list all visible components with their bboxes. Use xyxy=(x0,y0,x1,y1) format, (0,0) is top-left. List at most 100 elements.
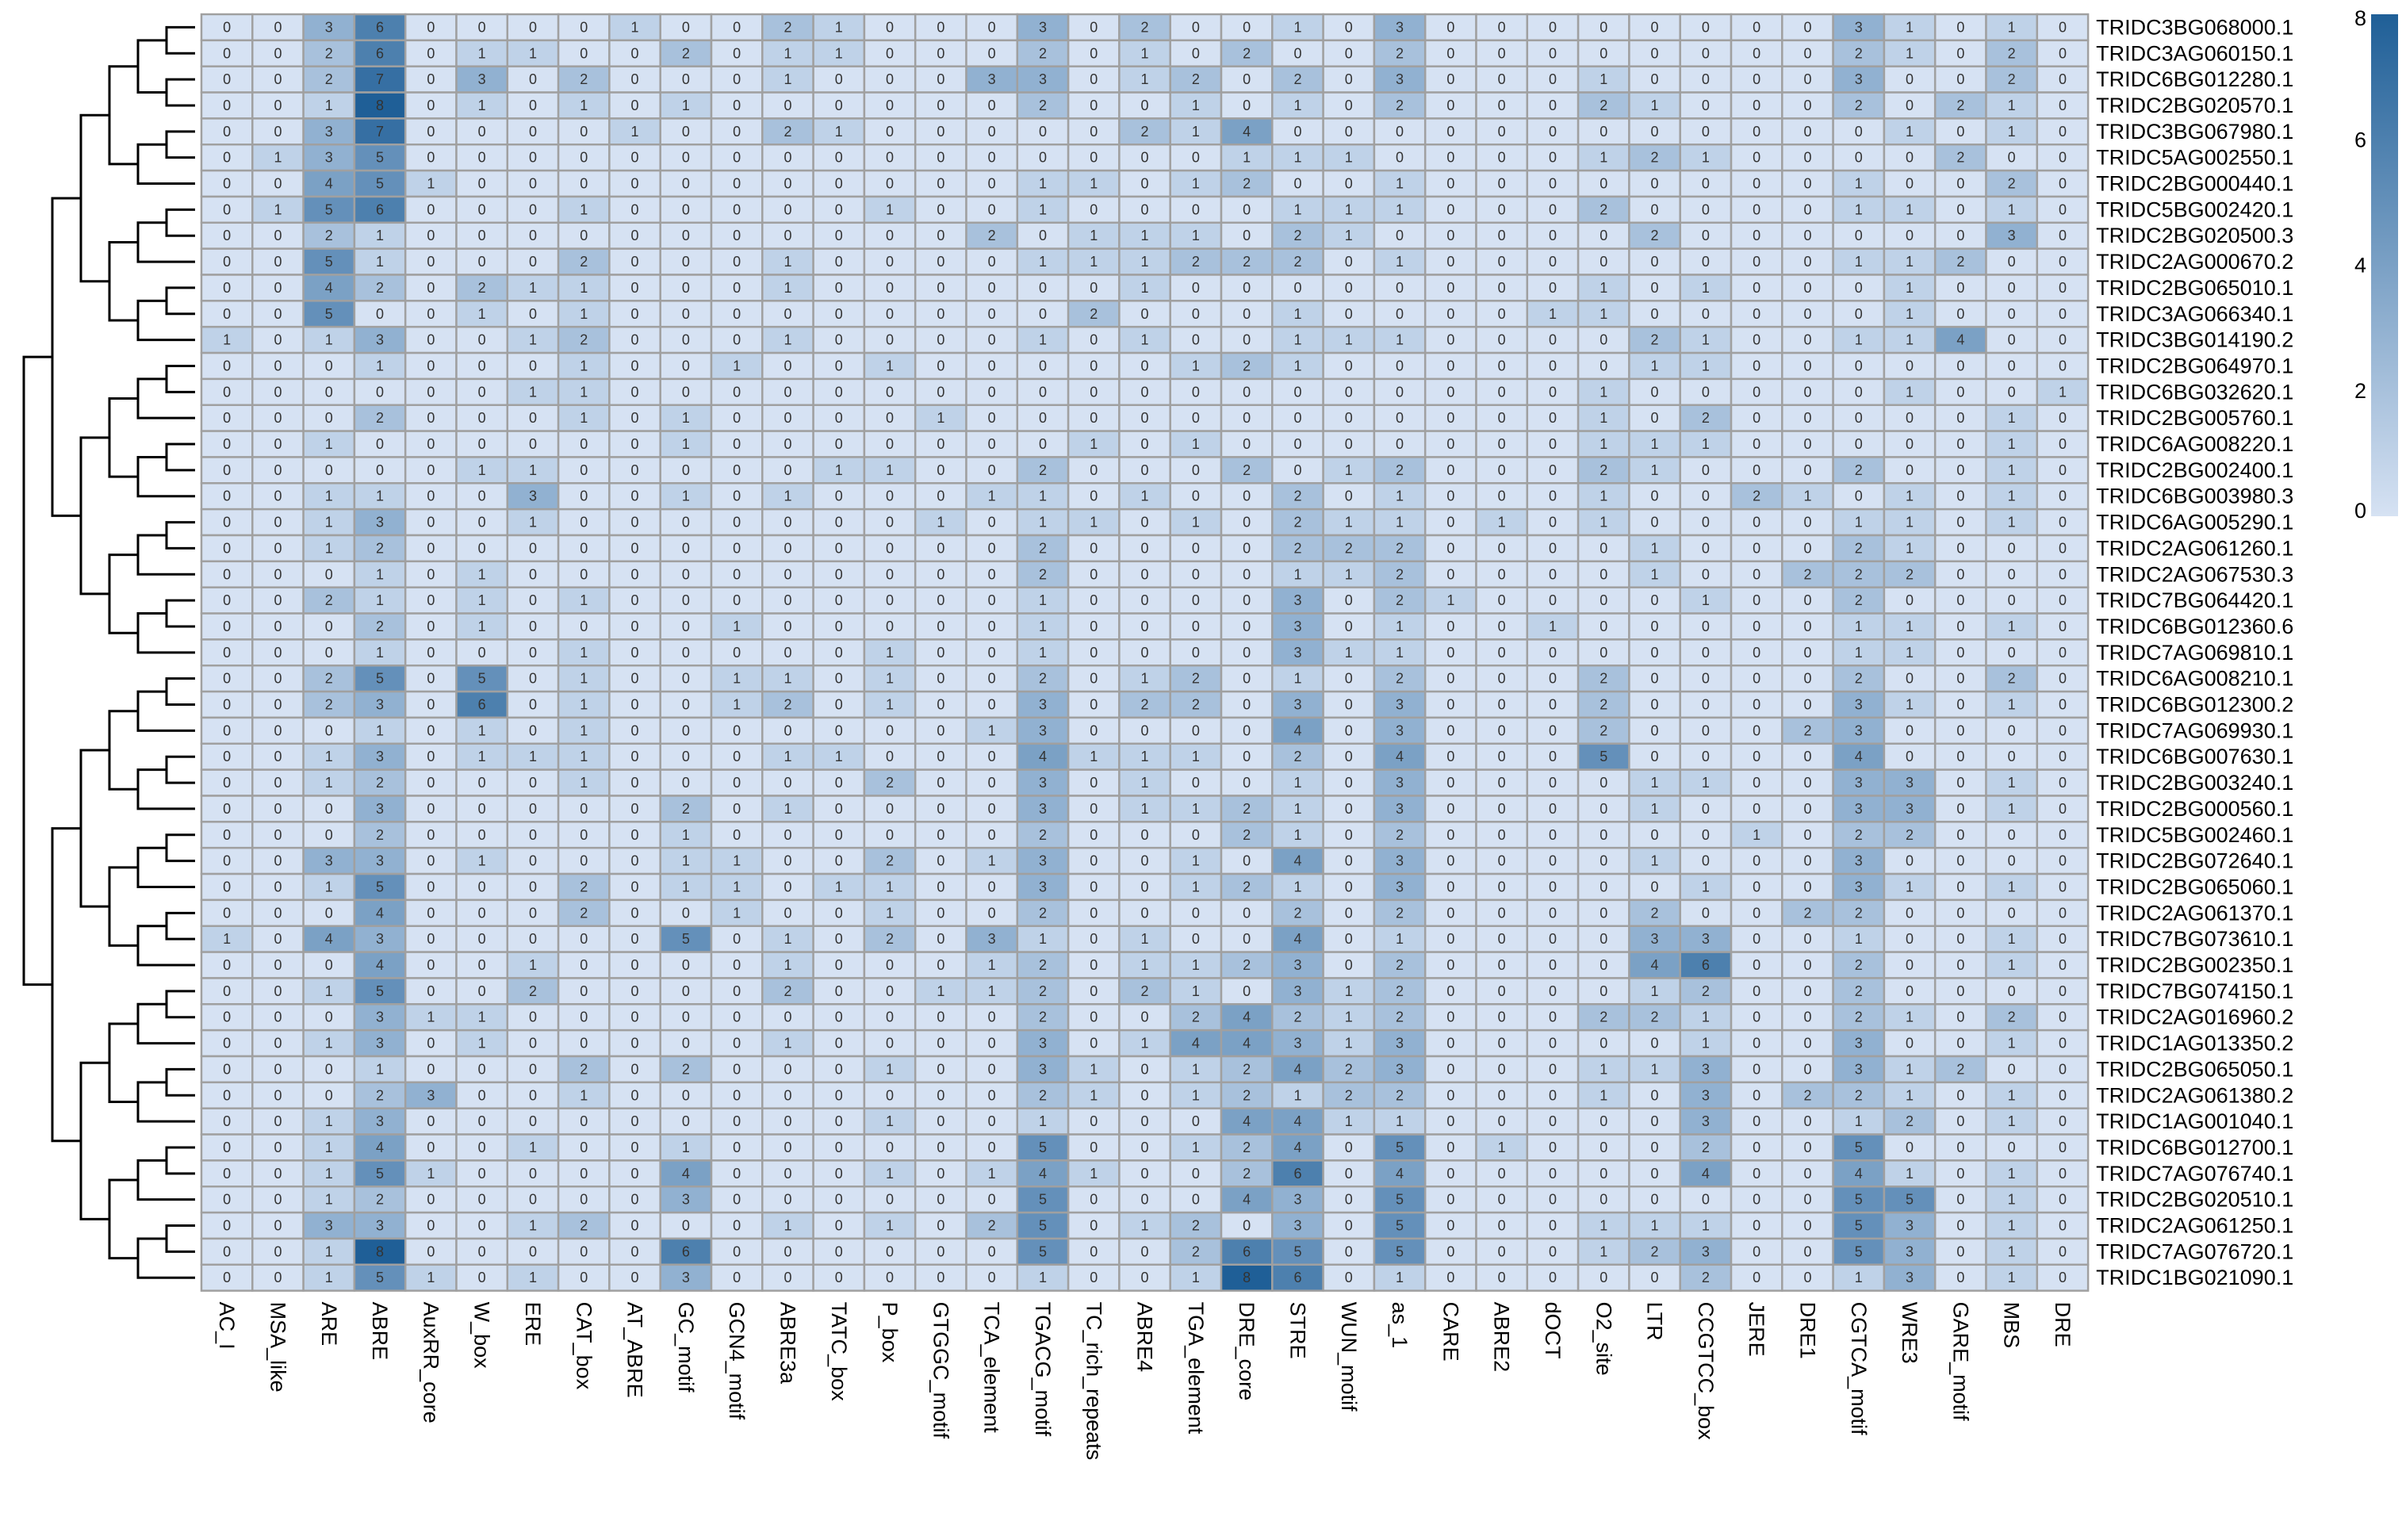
heatmap-cell xyxy=(1730,91,1783,120)
heatmap-cell xyxy=(1067,612,1121,641)
cell-value: 0 xyxy=(886,228,894,243)
cell-value: 4 xyxy=(376,957,384,973)
cell-value: 0 xyxy=(1141,827,1149,843)
cell-value: 0 xyxy=(1396,124,1404,140)
cell-value: 0 xyxy=(1549,1218,1557,1234)
cell-value: 3 xyxy=(1651,931,1659,947)
cell-value: 0 xyxy=(631,957,639,973)
heatmap-cell xyxy=(863,13,917,42)
cell-value: 1 xyxy=(580,645,588,661)
dendrogram-branch xyxy=(165,677,195,707)
cell-value: 1 xyxy=(325,879,333,895)
cell-value: 0 xyxy=(1600,879,1607,895)
cell-value: 0 xyxy=(1600,358,1607,374)
cell-value: 1 xyxy=(1039,488,1047,504)
cell-value: 0 xyxy=(937,1243,944,1259)
heatmap-cell xyxy=(608,508,661,537)
cell-value: 0 xyxy=(1956,1140,1964,1155)
cell-value: 1 xyxy=(1141,332,1149,348)
heatmap-cell xyxy=(1832,768,1886,797)
cell-value: 0 xyxy=(1345,879,1353,895)
cell-value: 0 xyxy=(1141,1270,1149,1285)
heatmap-cell xyxy=(251,247,305,276)
cell-value: 0 xyxy=(1855,488,1863,504)
cell-value: 2 xyxy=(1396,1087,1404,1103)
heatmap-cell xyxy=(1118,221,1171,250)
cell-value: 1 xyxy=(580,306,588,322)
cell-value: 0 xyxy=(2008,722,2016,738)
cell-value: 4 xyxy=(1855,749,1863,764)
cell-value: 0 xyxy=(580,1270,588,1285)
heatmap-cell xyxy=(200,560,254,588)
heatmap-cell xyxy=(251,377,305,406)
cell-value: 0 xyxy=(1803,306,1811,322)
cell-value: 0 xyxy=(1956,645,1964,661)
heatmap-cell xyxy=(965,144,1019,172)
cell-value: 0 xyxy=(631,853,639,869)
cell-value: 0 xyxy=(1243,722,1251,738)
heatmap-cell xyxy=(812,482,866,511)
cell-value: 0 xyxy=(886,436,894,452)
cell-value: 5 xyxy=(1396,1218,1404,1234)
heatmap-cell xyxy=(404,91,458,120)
cell-value: 0 xyxy=(988,540,996,556)
cell-value: 0 xyxy=(1446,254,1454,270)
cell-value: 0 xyxy=(1702,722,1710,738)
cell-value: 1 xyxy=(1293,358,1301,374)
cell-value: 0 xyxy=(1906,71,1914,87)
cell-value: 0 xyxy=(835,254,843,270)
row-label: TRIDC1AG013350.2 xyxy=(2096,1032,2293,1055)
cell-value: 1 xyxy=(1906,645,1914,661)
cell-value: 0 xyxy=(1498,619,1506,634)
cell-value: 0 xyxy=(2059,905,2067,921)
cell-value: 1 xyxy=(1396,332,1404,348)
cell-value: 0 xyxy=(2008,749,2016,764)
cell-value: 1 xyxy=(2008,436,2016,452)
heatmap-cell xyxy=(1373,117,1427,146)
cell-value: 0 xyxy=(427,645,435,661)
heatmap-cell xyxy=(2036,716,2090,745)
cell-value: 1 xyxy=(1345,228,1353,243)
cell-value: 0 xyxy=(1498,462,1506,478)
cell-value: 4 xyxy=(1243,1192,1251,1208)
cell-value: 0 xyxy=(1192,592,1200,608)
cell-value: 0 xyxy=(580,462,588,478)
cell-value: 1 xyxy=(886,462,894,478)
heatmap-cell xyxy=(1933,117,1987,146)
cell-value: 1 xyxy=(1141,228,1149,243)
cell-value: 0 xyxy=(274,515,282,531)
heatmap-cell xyxy=(455,716,509,745)
cell-value: 0 xyxy=(580,931,588,947)
heatmap-cell xyxy=(1883,247,1937,276)
cell-value: 0 xyxy=(274,462,282,478)
heatmap-cell xyxy=(404,742,458,771)
cell-value: 1 xyxy=(325,332,333,348)
heatmap-cell xyxy=(1169,39,1223,67)
cell-value: 0 xyxy=(529,645,537,661)
heatmap-cell xyxy=(812,508,866,537)
cell-value: 0 xyxy=(2008,827,2016,843)
row-label: TRIDC3BG068000.1 xyxy=(2096,15,2293,39)
cell-value: 1 xyxy=(682,98,690,113)
heatmap-cell xyxy=(1322,13,1376,42)
cell-value: 0 xyxy=(580,853,588,869)
cell-value: 1 xyxy=(886,879,894,895)
cell-value: 3 xyxy=(988,71,996,87)
heatmap-cell xyxy=(2036,690,2090,719)
cell-value: 0 xyxy=(529,201,537,217)
cell-value: 2 xyxy=(1293,71,1301,87)
heatmap-cell xyxy=(1016,690,1070,719)
cell-value: 1 xyxy=(478,853,486,869)
cell-value: 1 xyxy=(1293,827,1301,843)
cell-value: 0 xyxy=(1906,228,1914,243)
cell-value: 0 xyxy=(274,1061,282,1077)
cell-value: 0 xyxy=(1803,1218,1811,1234)
heatmap-cell xyxy=(1577,404,1630,432)
cell-value: 0 xyxy=(223,71,231,87)
cell-value: 2 xyxy=(325,592,333,608)
cell-value: 0 xyxy=(783,201,791,217)
cell-value: 0 xyxy=(682,332,690,348)
cell-value: 0 xyxy=(1906,592,1914,608)
heatmap-cell xyxy=(1220,482,1274,511)
